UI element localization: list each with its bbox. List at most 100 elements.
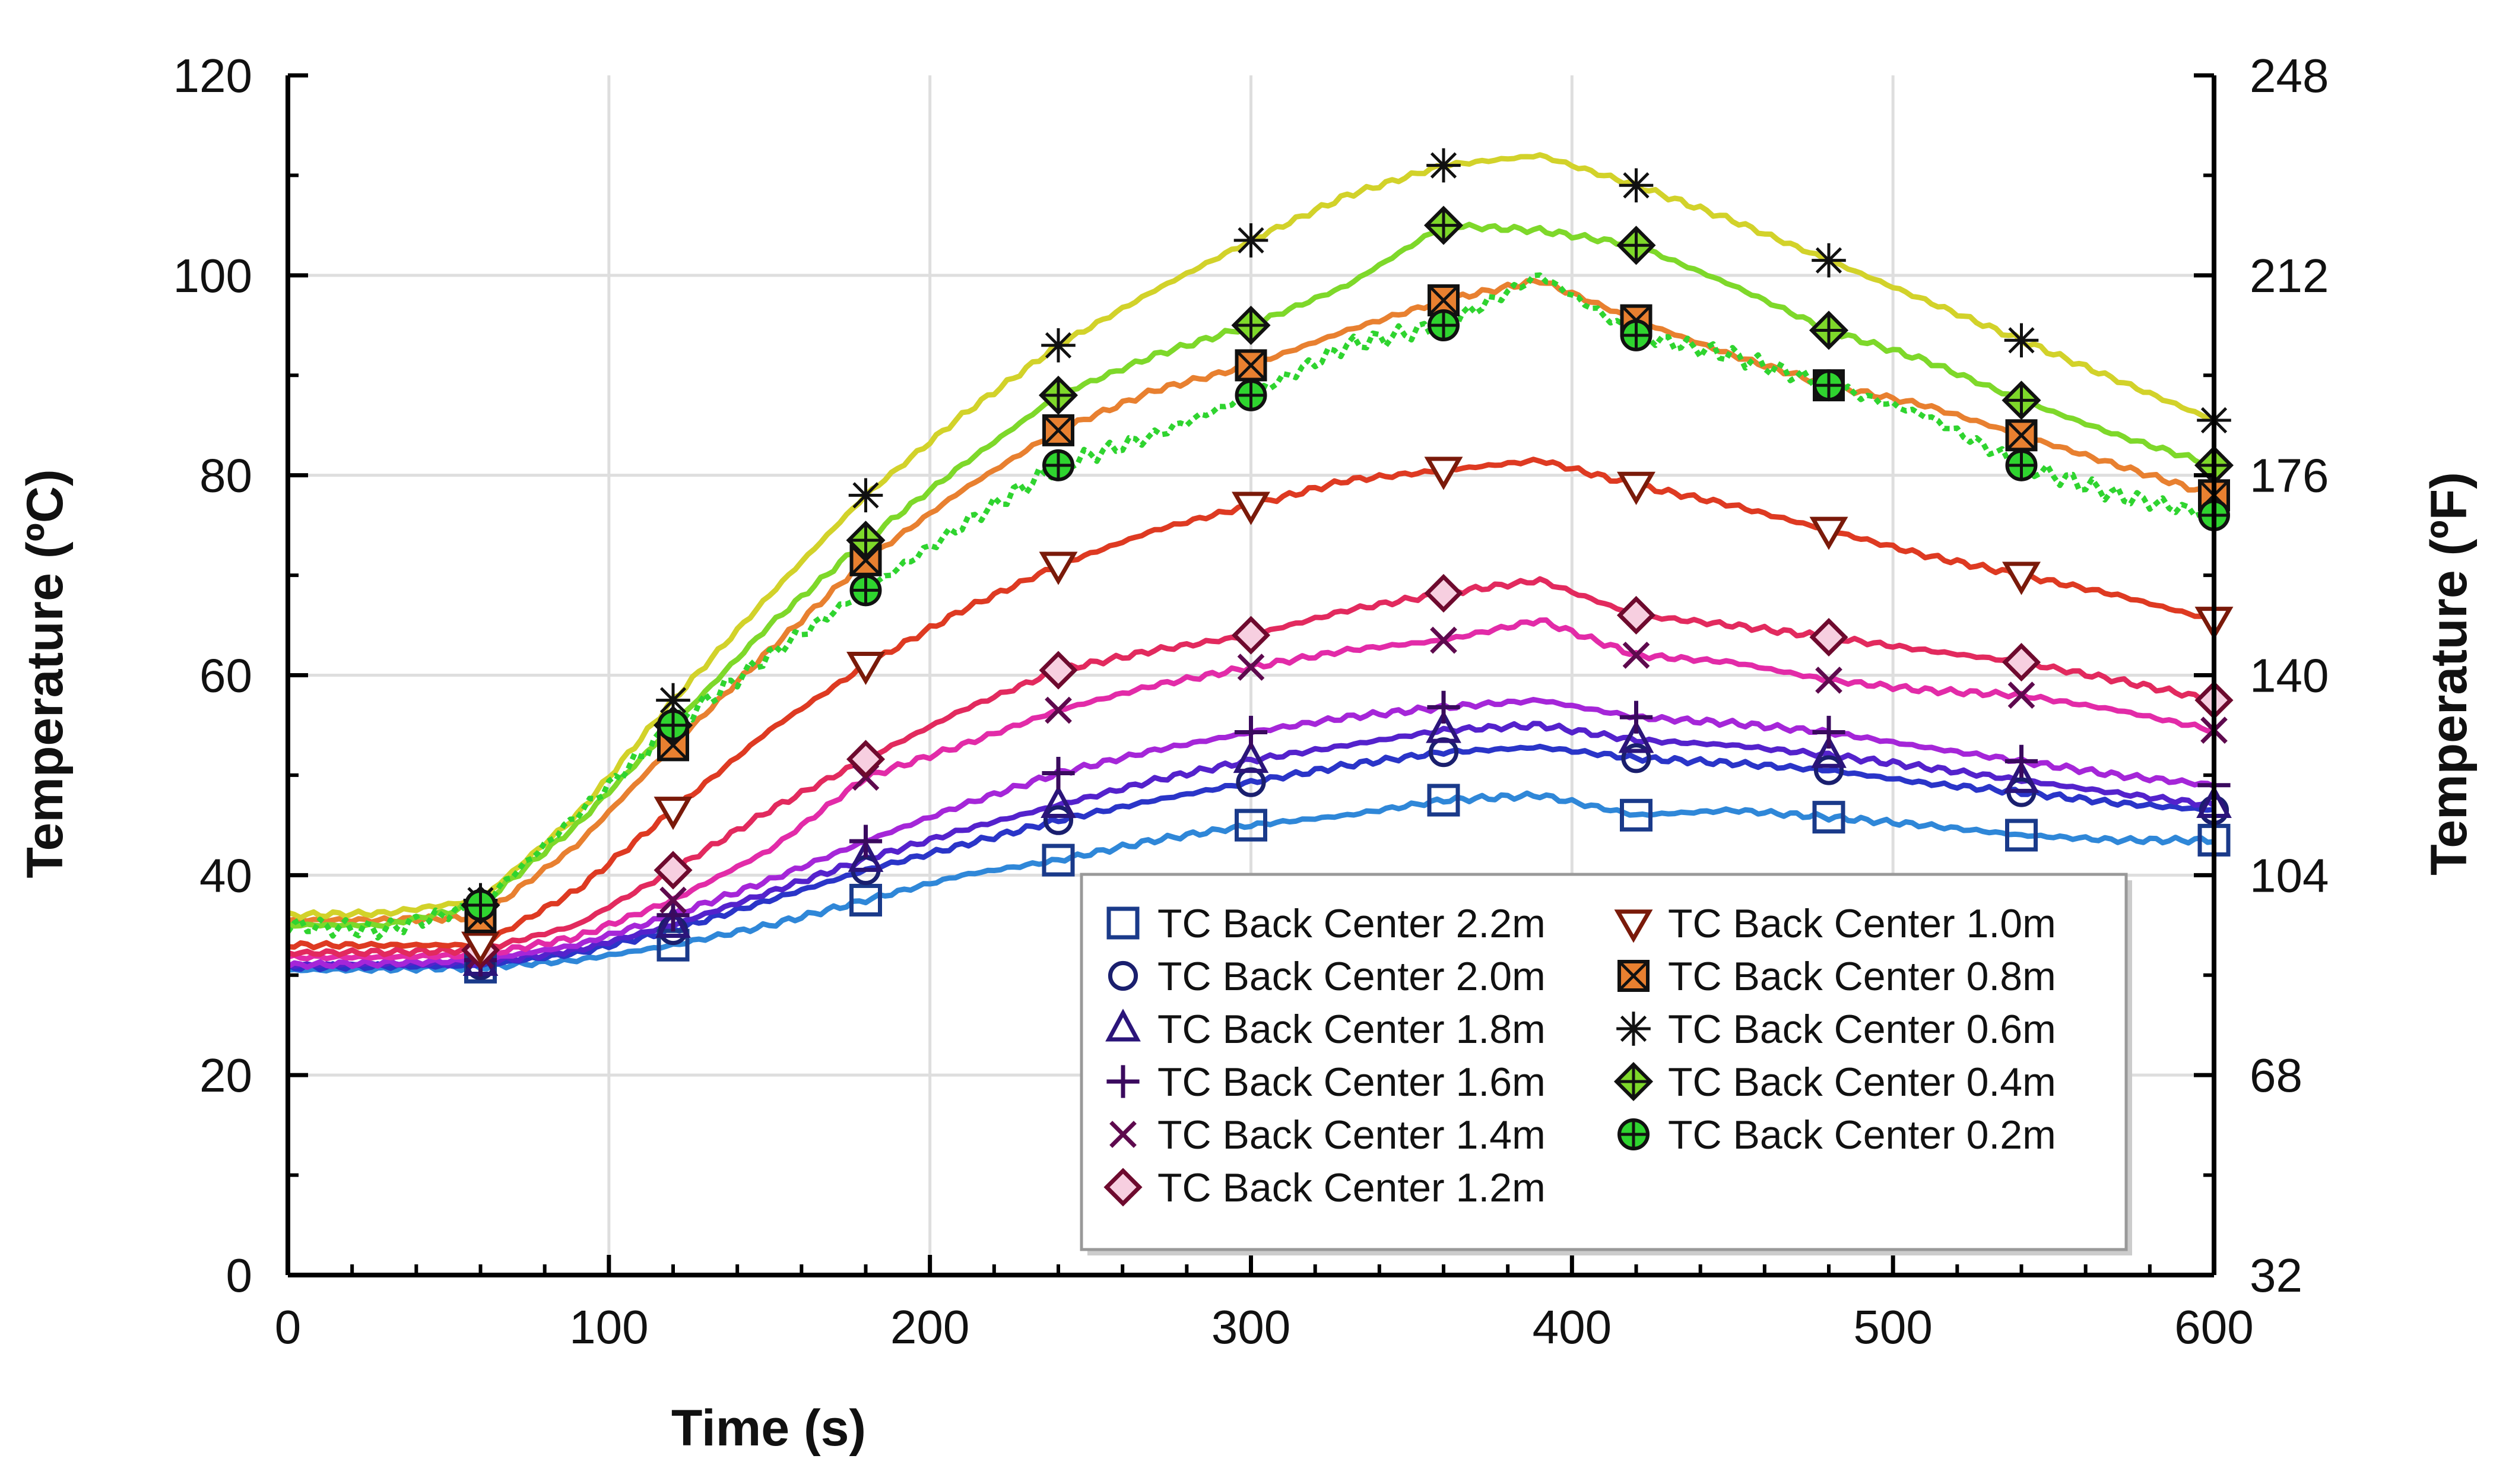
marker-x-b xyxy=(2007,681,2035,709)
marker-triangle xyxy=(1233,740,1269,773)
data-point-marker xyxy=(848,478,883,513)
data-point-marker xyxy=(1233,223,1268,258)
data-point-marker xyxy=(1813,755,1844,785)
marker-x-b xyxy=(659,886,687,914)
data-point-marker xyxy=(2007,681,2035,709)
marker-square-x-b xyxy=(1235,350,1267,381)
data-point-marker xyxy=(1812,715,1845,749)
marker-triangle xyxy=(2003,760,2040,793)
legend-label: TC Back Center 0.8m xyxy=(1668,954,2056,999)
y-axis-title-left: Temperature (ºC) xyxy=(17,469,74,878)
legend-marker xyxy=(1106,1065,1140,1098)
data-point-marker xyxy=(1042,414,1074,446)
legend-label: TC Back Center 0.6m xyxy=(1668,1007,2056,1052)
data-point-marker xyxy=(1620,319,1653,351)
series-markers xyxy=(461,148,2234,984)
y-axis-title-right: Temperature (ºF) xyxy=(2421,472,2478,876)
legend-label: TC Back Center 1.0m xyxy=(1668,901,2056,946)
series-line-1 xyxy=(287,790,2215,974)
data-point-marker xyxy=(655,905,691,938)
data-point-marker xyxy=(1424,456,1463,490)
x-axis-title: Time (s) xyxy=(671,1400,866,1457)
marker-circle xyxy=(1621,743,1651,773)
marker-asterisk-stroke xyxy=(1623,172,1650,199)
data-point-marker xyxy=(1619,700,1653,734)
marker-triangle-down xyxy=(1232,492,1270,525)
marker-triangle xyxy=(1105,1009,1141,1042)
data-point-marker xyxy=(1616,226,1656,265)
data-point-marker xyxy=(1809,617,1848,657)
marker-square-x-b xyxy=(2006,420,2037,451)
y-tick-label: 60 xyxy=(199,649,252,702)
marker-triangle-down xyxy=(1809,516,1848,550)
y2-tick-label: 176 xyxy=(2250,449,2329,502)
data-point-marker xyxy=(1231,616,1271,655)
data-point-marker xyxy=(1235,349,1267,382)
marker-asterisk-stroke xyxy=(1430,152,1457,179)
marker-diamond xyxy=(1103,1168,1143,1207)
marker-square xyxy=(1042,844,1075,877)
series-line-2 xyxy=(286,743,2215,972)
data-point-marker xyxy=(1426,710,1461,743)
marker-diamond xyxy=(846,740,886,779)
data-point-marker xyxy=(1428,309,1460,342)
data-point-marker xyxy=(2002,562,2041,595)
legend-label: TC Back Center 2.2m xyxy=(1157,901,1546,946)
data-point-marker xyxy=(1427,784,1460,817)
data-point-marker xyxy=(1423,205,1464,245)
marker-square xyxy=(2005,819,2038,852)
legend-marker xyxy=(1614,909,1653,943)
data-point-marker xyxy=(1042,844,1075,877)
marker-triangle-down xyxy=(461,931,500,965)
data-point-marker xyxy=(659,886,687,914)
y-tick-label: 120 xyxy=(173,49,252,102)
data-point-marker xyxy=(654,797,693,830)
data-point-marker xyxy=(1809,310,1849,350)
marker-diamond xyxy=(1424,573,1463,613)
data-point-marker xyxy=(846,651,885,686)
marker-diamond xyxy=(1809,617,1848,657)
marker-asterisk-stroke xyxy=(1045,332,1072,359)
marker-triangle xyxy=(1811,735,1847,768)
data-point-marker xyxy=(1038,375,1079,415)
data-point-marker xyxy=(1619,168,1654,203)
legend-marker xyxy=(1103,1168,1143,1207)
y-tick-label: 20 xyxy=(199,1049,252,1102)
data-point-marker xyxy=(849,574,882,607)
data-point-marker xyxy=(1812,801,1845,834)
marker-square xyxy=(1106,906,1140,940)
y-tick-label: 0 xyxy=(226,1249,253,1302)
legend-label: TC Back Center 1.2m xyxy=(1157,1165,1546,1210)
marker-triangle xyxy=(1041,785,1076,818)
x-tick-label: 200 xyxy=(890,1301,969,1353)
marker-circle xyxy=(1043,805,1074,835)
data-point-marker xyxy=(1430,626,1457,654)
data-point-marker xyxy=(1812,243,1846,278)
marker-square xyxy=(1235,808,1267,842)
marker-triangle xyxy=(848,839,884,872)
legend-marker xyxy=(1108,960,1138,991)
data-point-marker xyxy=(2005,449,2038,481)
marker-diamond xyxy=(1616,595,1656,635)
x-tick-label: 600 xyxy=(2174,1301,2253,1353)
data-point-marker xyxy=(849,883,882,917)
y2-tick-label: 248 xyxy=(2250,49,2329,102)
data-point-marker xyxy=(1616,595,1656,635)
data-point-marker xyxy=(1045,696,1072,724)
legend-label: TC Back Center 0.4m xyxy=(1668,1060,2056,1105)
marker-square-x-b xyxy=(1428,285,1459,316)
legend-label: TC Back Center 0.2m xyxy=(1668,1112,2056,1158)
data-point-marker xyxy=(2003,760,2040,793)
marker-x-b xyxy=(1815,667,1842,694)
legend-marker xyxy=(1617,960,1650,992)
marker-square-x-b xyxy=(1043,415,1074,446)
marker-x-b xyxy=(1109,1121,1137,1148)
y-tick-label: 80 xyxy=(199,449,252,502)
y2-tick-label: 140 xyxy=(2250,649,2329,702)
y2-tick-label: 32 xyxy=(2250,1249,2302,1302)
x-tick-label: 300 xyxy=(1211,1301,1290,1353)
data-point-marker xyxy=(1815,667,1842,694)
data-point-marker xyxy=(1233,740,1269,773)
data-point-marker xyxy=(1042,449,1074,481)
